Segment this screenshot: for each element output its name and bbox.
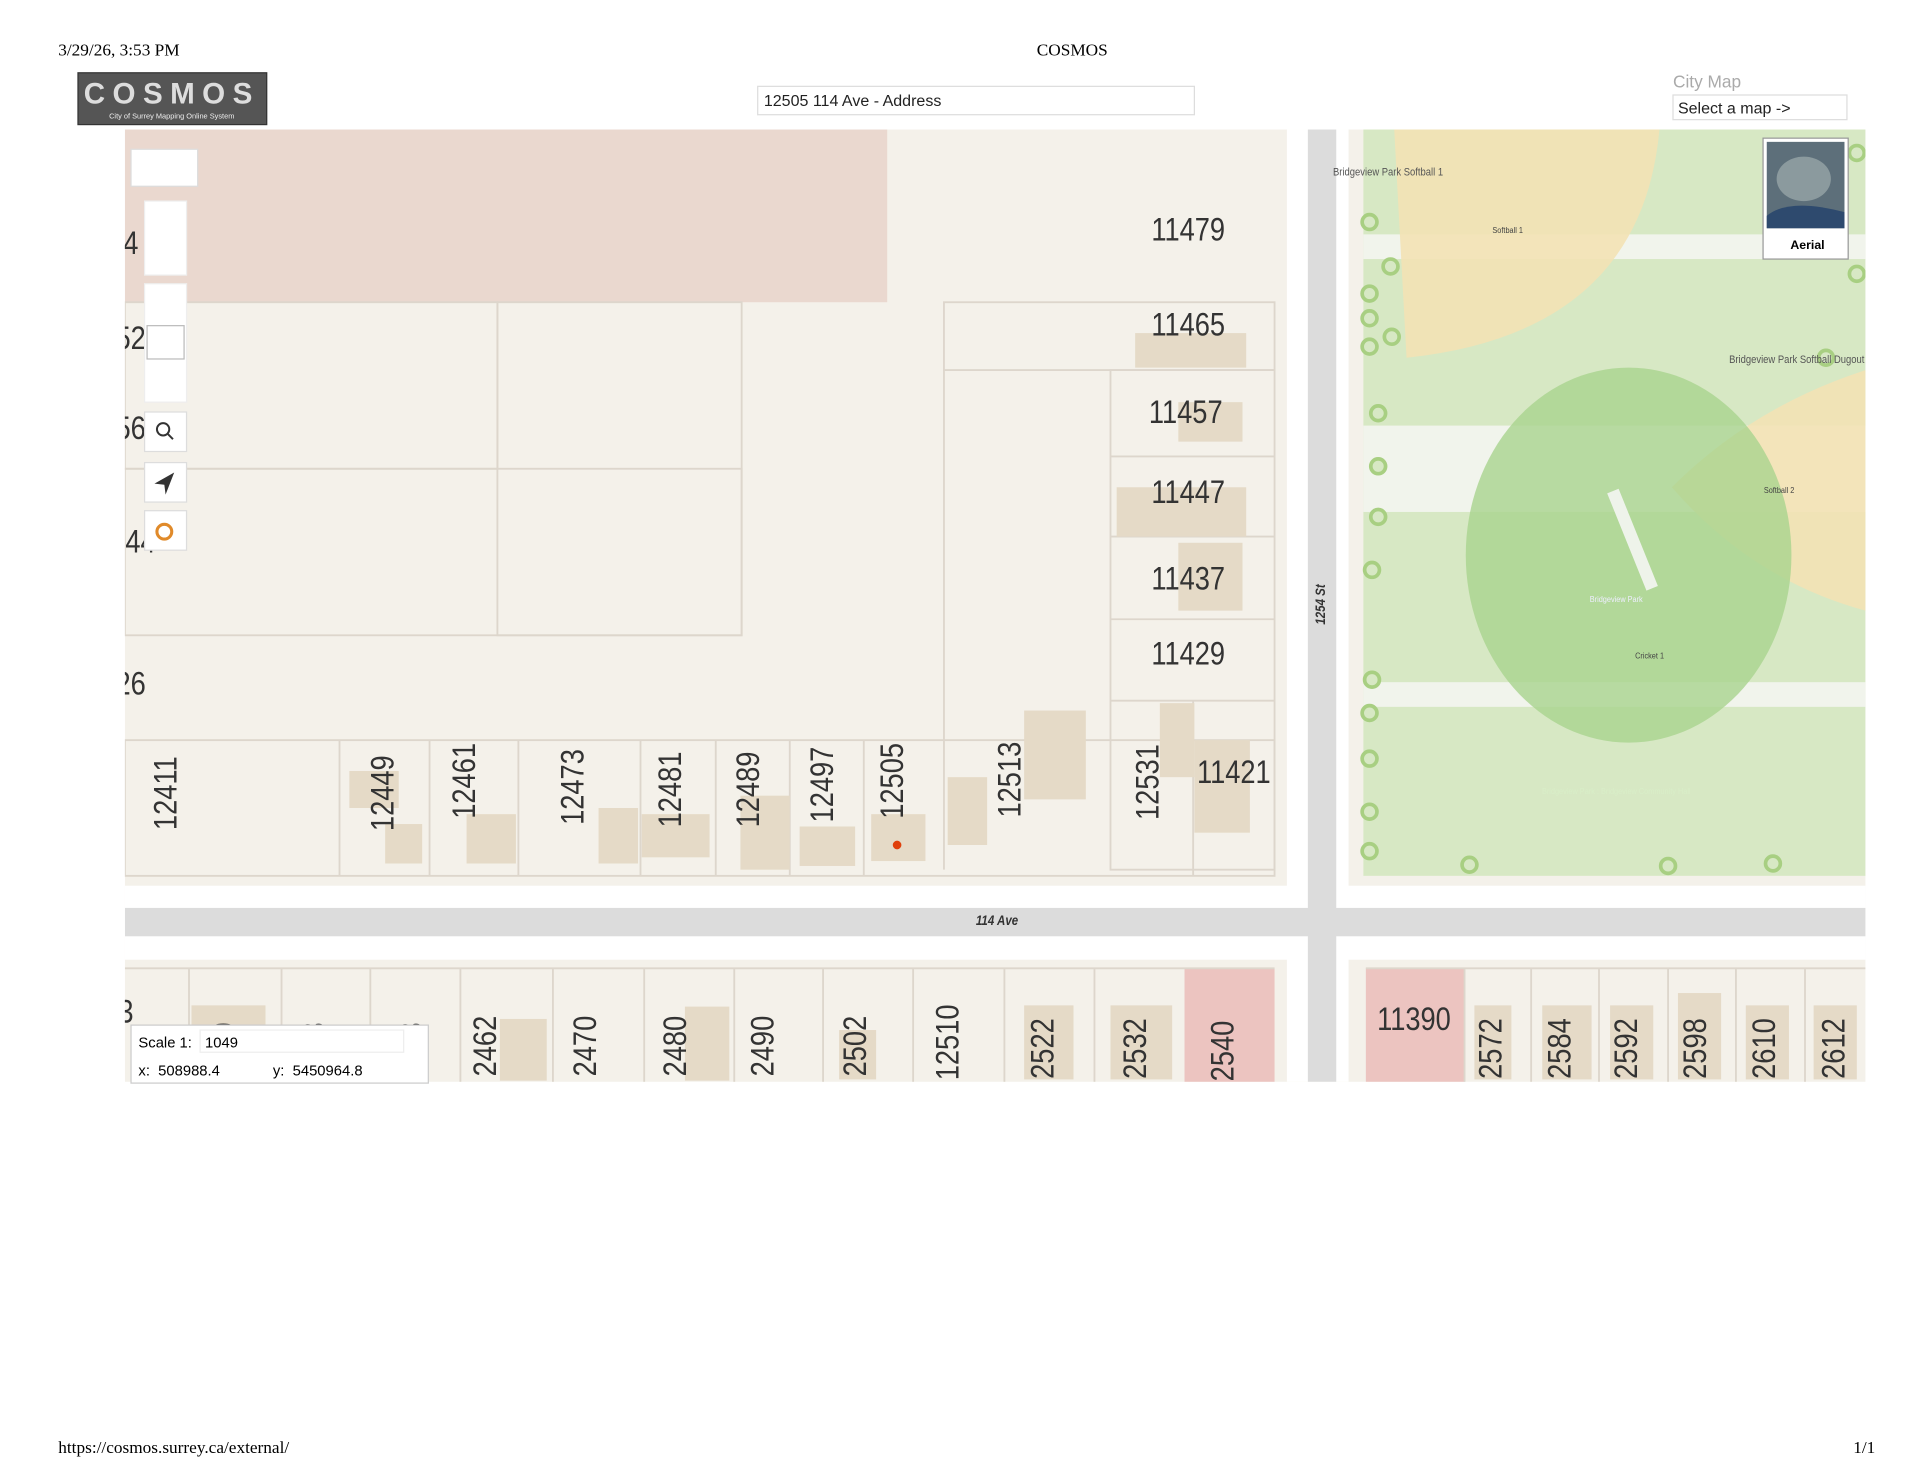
partial-lot-number: 52	[116, 321, 146, 357]
lot-number: 2480	[658, 1016, 694, 1077]
print-datetime: 3/29/26, 3:53 PM	[58, 41, 179, 60]
lot-number: 2540	[1206, 1021, 1242, 1082]
lot-number: 12473	[556, 749, 592, 825]
scale-box: Scale 1: 1049 x: 508988.4 y: 5450964.8	[130, 1024, 429, 1084]
header: 3/29/26, 3:53 PM COSMOS	[58, 41, 1108, 60]
park-label: Softball 1	[1492, 225, 1523, 235]
lot-number: 11479	[1151, 212, 1225, 248]
y-label: y:	[273, 1064, 285, 1080]
lot-number: 2470	[568, 1016, 604, 1077]
partial-lot-number: 26	[116, 666, 146, 702]
park-label: Bridgeview Park : Bridgeview Community H…	[1542, 787, 1691, 797]
map-select[interactable]: Select a map ->	[1672, 94, 1848, 121]
aerial-label: Aerial	[1790, 238, 1824, 252]
lot-number: 2572	[1473, 1018, 1509, 1079]
clear-button[interactable]	[143, 510, 188, 551]
page-number: 1/1	[1853, 1438, 1875, 1457]
logo-subtitle: City of Surrey Mapping Online System	[109, 111, 234, 120]
address-marker	[892, 840, 902, 850]
lot-number: 2490	[746, 1016, 782, 1077]
logo[interactable]: COSMOS City of Surrey Mapping Online Sys…	[77, 72, 268, 126]
street-name: 1254 St	[1313, 584, 1328, 625]
city-map-label: City Map	[1673, 72, 1741, 92]
print-url: https://cosmos.surrey.ca/external/	[58, 1438, 289, 1457]
lot-number: 11421	[1197, 755, 1271, 791]
lot-number: 11437	[1151, 561, 1225, 597]
lot-number: 12513	[992, 742, 1028, 818]
map-controls	[130, 148, 199, 551]
lot-number: 12497	[805, 747, 841, 823]
lot-number: 2584	[1542, 1018, 1578, 1079]
lot-number: 2502	[838, 1016, 874, 1077]
zoom-in[interactable]	[130, 148, 199, 187]
park-label: Bridgeview Park Softball Dugout West	[1729, 355, 1888, 367]
search-button[interactable]	[143, 411, 188, 453]
scale-label: Scale 1:	[138, 1035, 191, 1051]
lot-number: 2598	[1678, 1018, 1714, 1079]
lot-number: 12481	[653, 752, 689, 828]
park-label: Bridgeview Park	[1590, 594, 1644, 604]
park-label: Cricket 1	[1635, 651, 1664, 661]
lot-number: 12449	[366, 755, 402, 831]
x-label: x:	[138, 1064, 150, 1080]
lot-number: 12510	[931, 1004, 967, 1080]
lot-number: 2612	[1816, 1018, 1852, 1079]
logo-title: COSMOS	[84, 78, 260, 111]
search-box[interactable]: 12505 114 Ave - Address	[757, 85, 1195, 116]
map[interactable]: 11479 11465 11457 11447 11437 11429 11421 12411…	[116, 129, 1889, 1082]
lot-number: 2522	[1026, 1018, 1062, 1079]
print-title: COSMOS	[1037, 41, 1108, 60]
lot-number: 11465	[1151, 307, 1225, 343]
search-input: 12505 114 Ave - Address	[764, 92, 942, 110]
footer: https://cosmos.surrey.ca/external/ 1/1	[58, 1438, 1875, 1457]
lot-number: 11429	[1151, 637, 1225, 673]
partial-lot-number: 3	[118, 994, 133, 1030]
lot-number: 12489	[731, 752, 767, 828]
park-label: Softball 2	[1764, 486, 1795, 496]
lot-number: 12411	[148, 756, 184, 830]
street-name: 114 Ave	[976, 913, 1018, 928]
lot-number: 12461	[447, 743, 483, 819]
lot-number: 2592	[1609, 1018, 1645, 1079]
park-label: Bridgeview Park Softball 1	[1333, 167, 1443, 179]
lot-number: 12505	[875, 743, 911, 819]
zoom-slider[interactable]	[143, 200, 188, 276]
lot-number: 2462	[468, 1016, 504, 1077]
lot-number: 11390	[1377, 1002, 1451, 1038]
lot-number: 2532	[1118, 1018, 1154, 1079]
lot-number: 12531	[1130, 744, 1166, 820]
x-coordinate: 508988.4	[158, 1064, 220, 1080]
map-select-value: Select a map ->	[1678, 99, 1791, 117]
lot-number: 11457	[1149, 395, 1223, 431]
scale-value: 1049	[205, 1035, 238, 1051]
lot-number: 2610	[1747, 1018, 1783, 1079]
y-coordinate: 5450964.8	[293, 1064, 363, 1080]
aerial-toggle[interactable]: Aerial	[1762, 137, 1849, 260]
partial-lot-number: 56	[116, 411, 146, 447]
lot-number: 11447	[1151, 475, 1225, 511]
partial-lot-number: 4	[123, 226, 138, 262]
